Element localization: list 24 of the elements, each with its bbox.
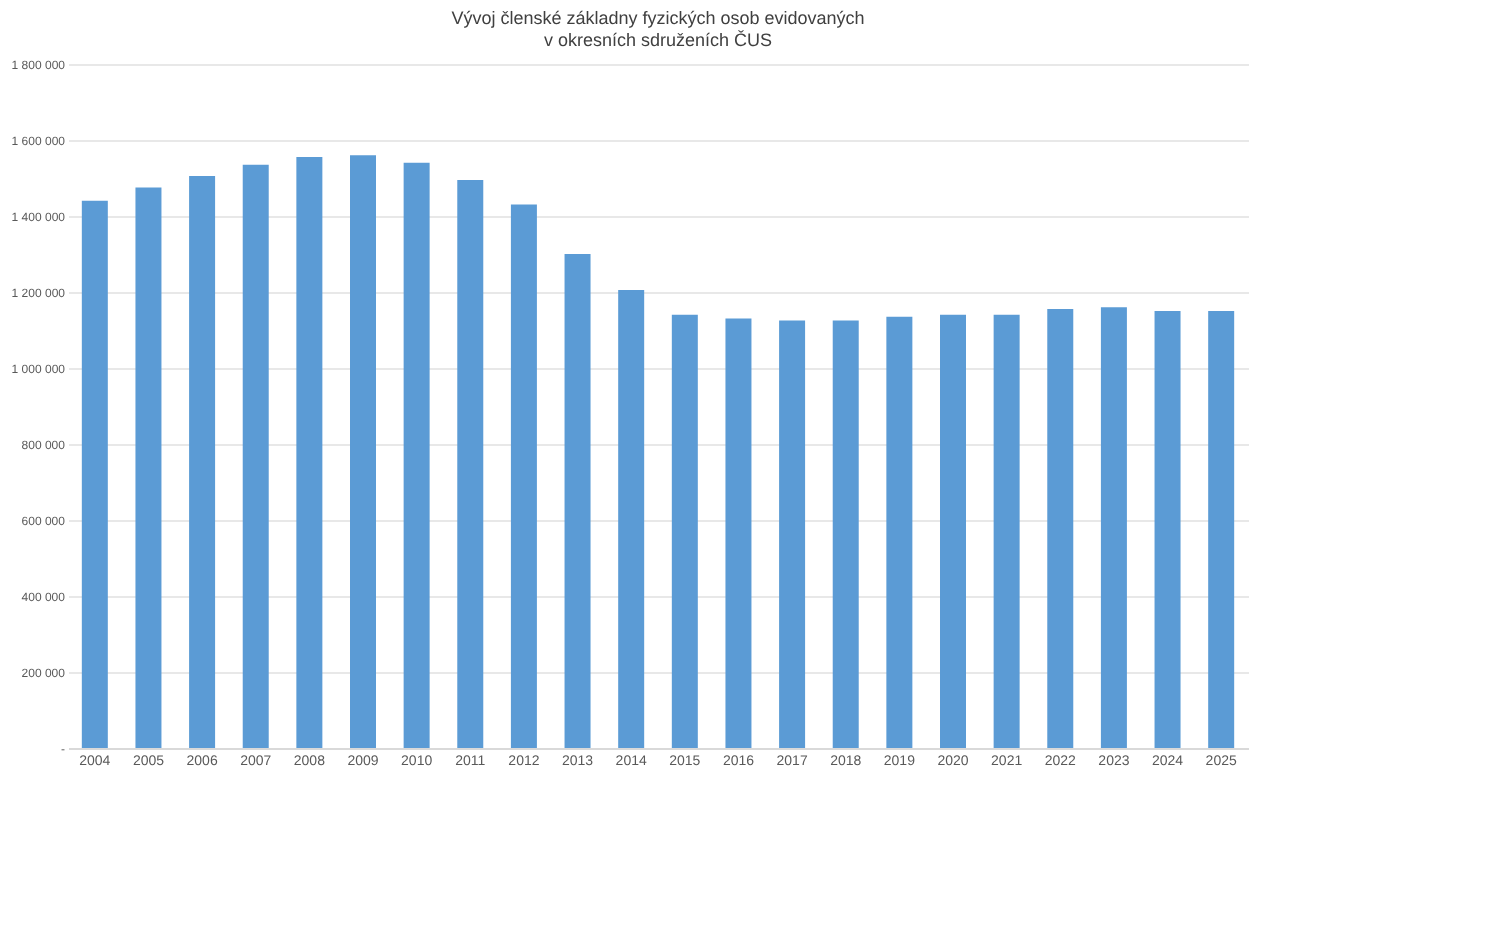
bar bbox=[1100, 307, 1127, 748]
bar bbox=[135, 187, 162, 748]
bar bbox=[81, 200, 108, 748]
bar bbox=[510, 204, 537, 748]
bar bbox=[993, 314, 1020, 748]
bar bbox=[296, 157, 323, 748]
bar bbox=[403, 162, 430, 748]
bar bbox=[940, 314, 966, 748]
text: Vývoj členské základny fyzických osob evidovaných bbox=[451, 8, 865, 28]
bar bbox=[350, 155, 376, 748]
bar bbox=[564, 254, 591, 748]
bar bbox=[886, 316, 913, 748]
bar bbox=[457, 179, 484, 748]
bar bbox=[779, 320, 806, 748]
bar bbox=[725, 318, 752, 748]
bar bbox=[189, 176, 216, 748]
bar bbox=[671, 314, 698, 748]
bar bbox=[1208, 311, 1235, 748]
bar bbox=[832, 320, 859, 748]
bar bbox=[242, 164, 269, 748]
bar bbox=[1154, 311, 1181, 748]
text: v okresních sdruženích ČUS bbox=[543, 30, 773, 50]
bar bbox=[1047, 309, 1074, 748]
bar bbox=[618, 290, 645, 748]
